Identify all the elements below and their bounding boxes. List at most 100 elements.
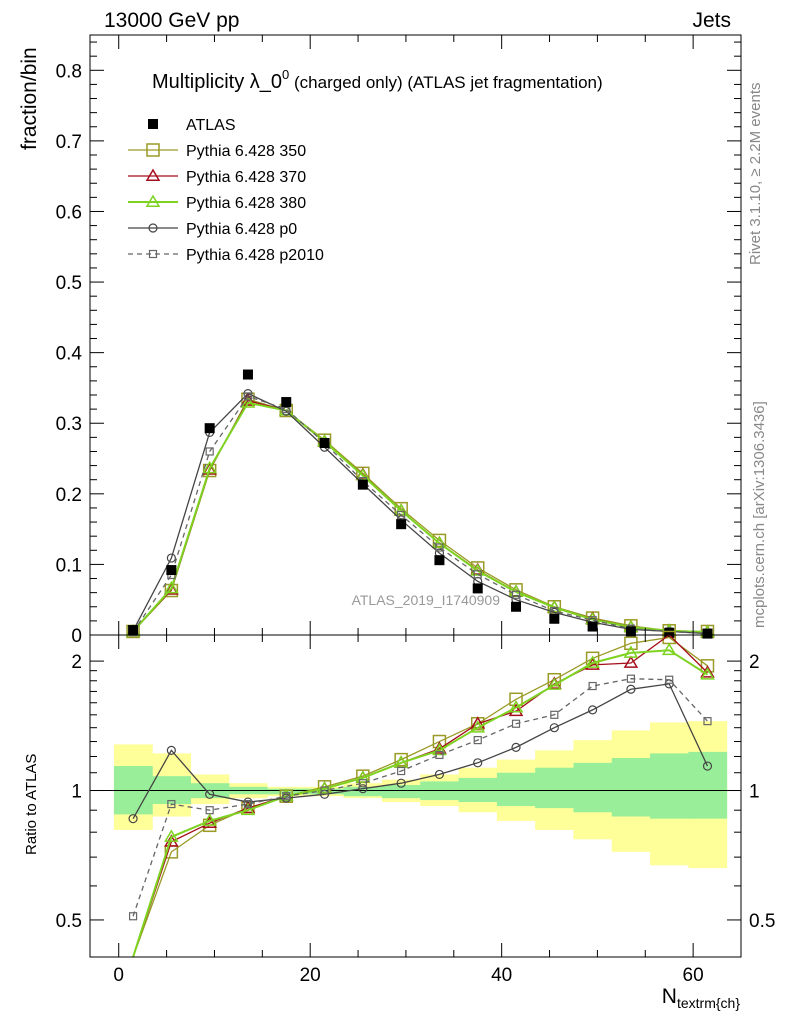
x-tick-label-0: 0 <box>113 965 124 986</box>
ratio-point-s3-6 <box>358 784 368 794</box>
x-tick-label-1: 20 <box>300 965 321 986</box>
ratio-point-s2-3 <box>240 802 256 816</box>
atlas-data-point-9 <box>472 583 483 594</box>
ratio-point-s2-14 <box>661 642 677 656</box>
ratio-point-s3-8 <box>434 769 445 780</box>
analysis-label: ATLAS_2019_I1740909 <box>352 592 501 608</box>
main-y-tick-label-5: 0.5 <box>56 273 82 294</box>
ratio-stat-band-12 <box>573 762 613 813</box>
ratio-point-s2-10 <box>508 700 524 713</box>
ratio-point-s4-5 <box>320 786 329 795</box>
ratio-point-s1-10 <box>508 703 524 717</box>
ratio-point-s4-7 <box>397 766 406 776</box>
ratio-point-s4-11 <box>550 710 559 719</box>
atlas-data-point-11 <box>549 613 560 624</box>
ratio-stat-band-13 <box>611 758 651 817</box>
ratio-point-s4-1 <box>167 799 176 809</box>
ratio-point-s2-2 <box>202 813 217 826</box>
ratio-point-s2-9 <box>470 720 486 733</box>
main-series-line-2 <box>132 401 708 634</box>
x-axis-label: Ntextrm{ch} <box>662 985 741 1011</box>
main-point-s2-8 <box>432 535 447 549</box>
legend-marker-0 <box>146 143 160 157</box>
legend-marker-2 <box>145 194 161 207</box>
x-tick-label-3: 60 <box>683 965 704 986</box>
atlas-data-point-15 <box>702 628 713 639</box>
ratio-point-s3-2 <box>205 789 215 799</box>
ratio-stat-band-6 <box>343 786 383 797</box>
main-y-tick-label-1: 0.1 <box>56 555 82 576</box>
atlas-data-point-6 <box>357 479 368 490</box>
atlas-data-point-14 <box>664 627 675 638</box>
ratio-point-s0-8 <box>432 734 447 749</box>
ratio-y-tick-label-right-1: 1 <box>749 782 760 803</box>
ratio-y-tick-label-1: 1 <box>71 782 82 803</box>
ratio-point-s2-11 <box>547 677 562 690</box>
ratio-stat-band-7 <box>381 785 421 799</box>
ratio-point-s4-14 <box>665 675 674 684</box>
ratio-point-s2-12 <box>585 655 600 668</box>
main-y-tick-label-7: 0.7 <box>56 132 82 153</box>
ratio-point-s3-10 <box>511 742 521 752</box>
atlas-data-point-4 <box>281 397 292 408</box>
main-title: Multiplicity λ_00 (charged only) (ATLAS … <box>152 67 603 93</box>
ratio-y-tick-label-right-0: 0.5 <box>749 911 775 932</box>
ratio-point-s2-6 <box>355 770 371 783</box>
legend-marker-4 <box>148 249 158 259</box>
main-point-s4-3 <box>243 392 253 401</box>
ratio-point-s3-1 <box>166 745 176 755</box>
legend-entry-atlas: ATLAS <box>148 117 236 134</box>
atlas-data-point-1 <box>166 565 177 576</box>
ratio-series-line-4 <box>132 678 708 917</box>
ratio-point-s0-13 <box>624 636 638 651</box>
main-point-s4-10 <box>511 590 521 599</box>
x-tick-label-2: 40 <box>491 965 512 986</box>
ratio-point-s3-11 <box>549 723 559 733</box>
ratio-stat-band-11 <box>535 767 574 809</box>
legend: ATLAS Pythia 6.428 350 Pythia 6.428 370 Pyt… <box>128 117 324 264</box>
ratio-point-s1-13 <box>623 655 639 668</box>
atlas-data-point-10 <box>511 601 522 612</box>
ratio-point-s3-15 <box>702 761 713 771</box>
legend-label-1: Pythia 6.428 370 <box>186 169 306 186</box>
main-point-s2-11 <box>547 599 562 613</box>
ratio-point-s4-0 <box>128 912 138 921</box>
ratio-point-s4-2 <box>205 806 214 815</box>
main-panel: 0 0.1 0.2 0.3 0.4 0.5 0.6 0.7 0.8 Multiplicity λ… <box>18 34 742 647</box>
ratio-frame <box>89 634 742 958</box>
main-point-s4-7 <box>397 510 406 520</box>
ratio-y-axis-label: Ratio to ATLAS <box>23 754 40 855</box>
ratio-y-tick-label-0: 0.5 <box>56 911 82 932</box>
main-y-tick-label-3: 0.3 <box>56 414 82 435</box>
ratio-stat-band-10 <box>496 772 536 807</box>
main-point-s0-8 <box>432 533 447 548</box>
ratio-point-s3-9 <box>473 758 483 768</box>
ratio-stat-band-14 <box>650 753 689 819</box>
ratio-point-s2-13 <box>623 645 639 658</box>
ratio-point-s4-15 <box>703 717 712 726</box>
rivet-label: Rivet 3.1.10, ≥ 2.2M events <box>747 83 764 266</box>
legend-label-atlas: ATLAS <box>186 117 236 134</box>
legend-label-3: Pythia 6.428 p0 <box>186 221 297 238</box>
source-label: mcplots.cern.ch [arXiv:1306.3436] <box>751 401 768 628</box>
legend-label-0: Pythia 6.428 350 <box>186 143 306 160</box>
legend-entry-1: Pythia 6.428 370 <box>128 168 306 186</box>
ratio-point-s3-7 <box>396 778 406 788</box>
ratio-point-s4-8 <box>435 750 444 760</box>
main-y-tick-label-0: 0 <box>71 626 82 647</box>
main-y-tick-label-8: 0.8 <box>56 61 82 82</box>
ratio-series-line-3 <box>132 683 709 820</box>
ratio-series-line-0 <box>132 636 708 958</box>
legend-marker-3 <box>148 223 158 233</box>
ratio-stat-band-9 <box>458 777 498 803</box>
atlas-data-point-0 <box>128 625 139 636</box>
ratio-point-s2-15 <box>700 667 715 680</box>
energy-label: 13000 GeV pp <box>104 9 239 32</box>
ratio-point-s3-0 <box>128 814 138 824</box>
main-y-axis-label: fraction/bin <box>18 47 41 150</box>
main-y-tick-label-4: 0.4 <box>56 344 83 365</box>
atlas-data-point-8 <box>434 555 445 566</box>
ratio-point-s4-13 <box>626 674 636 683</box>
ratio-series-line-2 <box>132 649 709 958</box>
